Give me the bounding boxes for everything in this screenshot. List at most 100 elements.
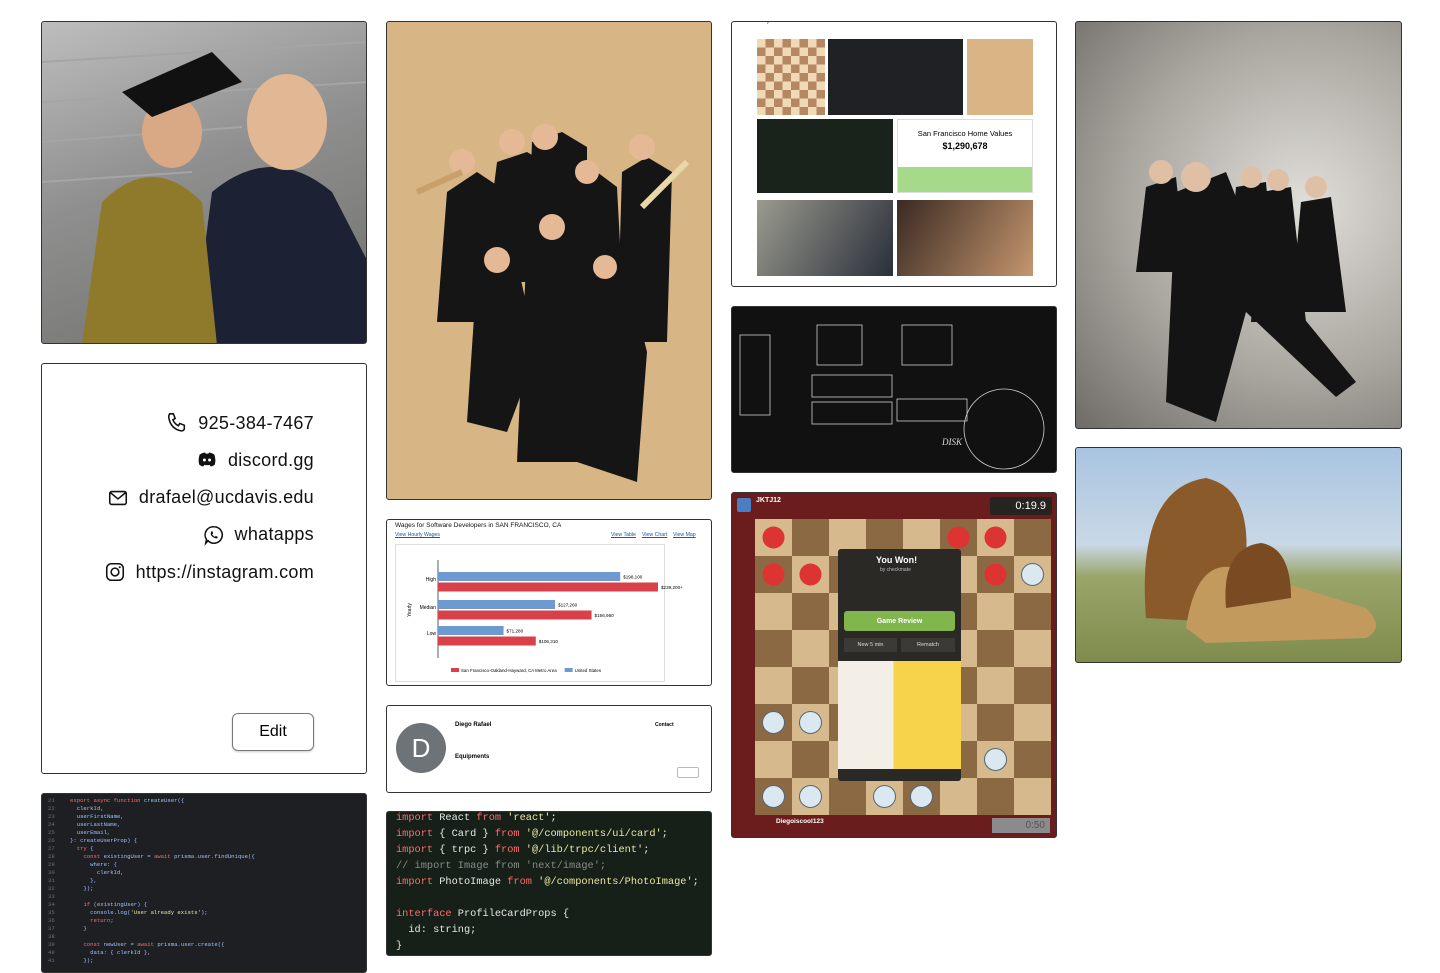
profile-screenshot[interactable]: D Diego Rafael Equipments Contact	[386, 705, 712, 793]
chess-screenshot[interactable]: JKTJ12 0:19.9 You Won! by checkmate Game…	[731, 492, 1057, 838]
contact-row[interactable]: https://instagram.com	[104, 561, 314, 583]
edit-button[interactable]: Edit	[232, 713, 314, 751]
code-text: console.log('User already exists');	[70, 909, 208, 916]
line-number: 22	[48, 805, 55, 812]
line-number: 29	[48, 861, 55, 868]
photo-lions[interactable]	[1075, 447, 1402, 663]
thumb-photo	[897, 200, 1033, 276]
profile-name: Diego Rafael	[455, 722, 492, 728]
result: You Won!	[876, 555, 918, 565]
photo-shapes	[415, 124, 690, 482]
board-square	[792, 593, 829, 630]
projects-screenshot[interactable]: Projects San Francisco Home Values $1,29…	[731, 21, 1057, 287]
code-line: 22 clerkId,	[48, 805, 255, 813]
projects-title: Projects	[758, 21, 780, 24]
contact-text: drafael@ucdavis.edu	[138, 487, 314, 508]
code-text: try {	[76, 845, 94, 852]
contact-icon	[203, 525, 223, 546]
code-line: 31 },	[48, 877, 255, 885]
thumb-code	[828, 39, 963, 115]
code-line: 40 data: { clerkId },	[48, 949, 255, 957]
face	[247, 74, 327, 170]
piece	[762, 563, 785, 586]
rematch-button[interactable]: Rematch	[901, 638, 955, 652]
photo-band[interactable]	[1075, 21, 1402, 429]
line-number: 23	[48, 813, 55, 820]
board-square	[977, 704, 1014, 741]
review-button[interactable]: Game Review	[844, 611, 955, 631]
board-square	[1014, 741, 1051, 778]
code-line: 24 userLastName,	[48, 821, 255, 829]
contact-icon	[198, 452, 216, 467]
dress	[82, 177, 217, 343]
photo-couple[interactable]	[41, 21, 367, 344]
bar	[438, 600, 556, 609]
board-square	[792, 519, 829, 556]
diagram-screenshot[interactable]: DISK	[731, 306, 1057, 473]
bar	[438, 610, 592, 620]
thumb-code	[757, 119, 893, 193]
piece	[873, 785, 896, 808]
code-line: 28 const existingUser = await prisma.use…	[48, 853, 255, 861]
contact-row[interactable]: 925-384-7467	[166, 412, 314, 434]
code-line: import React from 'react';	[396, 812, 557, 824]
code-snippet-right[interactable]: import React from 'react'; import { Card …	[386, 811, 712, 956]
code-line: 25 userEmail,	[48, 829, 255, 837]
bar	[438, 572, 621, 581]
cap	[122, 52, 242, 117]
board-square	[1014, 519, 1051, 556]
wage-chart-screenshot[interactable]: Wages for Software Developers in SAN FRA…	[386, 519, 712, 686]
chart-link[interactable]: View Map	[673, 532, 696, 538]
code-text: }: createUserProp) {	[70, 837, 138, 844]
chart-link[interactable]: View Table	[611, 532, 636, 538]
bar	[438, 582, 658, 592]
contact-icon	[105, 563, 124, 582]
board-square	[792, 741, 829, 778]
new-game-button[interactable]: New 5 min	[844, 638, 897, 652]
piece	[762, 526, 785, 549]
board-square	[1014, 704, 1051, 741]
section-title: Contact	[655, 722, 674, 728]
chart-link[interactable]: View Hourly Wages	[395, 532, 440, 538]
code-text: return;	[90, 917, 114, 924]
code-text: });	[70, 885, 94, 892]
code-block: import React from 'react'; import { Card …	[396, 812, 699, 954]
piece	[762, 711, 785, 734]
code-line: 30 clerkId,	[48, 869, 255, 877]
line-number: 31	[48, 877, 55, 884]
value-label: $127,260	[558, 603, 578, 608]
board-square	[755, 667, 792, 704]
code-text: },	[70, 877, 97, 884]
thumb-home-values: San Francisco Home Values $1,290,678	[897, 119, 1033, 193]
diagram-boxes	[739, 324, 1045, 470]
piece	[799, 785, 822, 808]
code-line: import { trpc } from '@/lib/trpc/client'…	[396, 844, 650, 856]
line-number: 27	[48, 845, 55, 852]
legend-label: San Francisco-Oakland-Hayward, CA Metro …	[461, 668, 557, 673]
chart-link[interactable]: View Chart	[642, 532, 668, 538]
people	[1136, 172, 1356, 422]
photo-group[interactable]	[386, 21, 712, 500]
bat	[415, 169, 464, 195]
contact-icon	[168, 413, 186, 432]
bar	[438, 626, 504, 635]
code-text: where: {	[70, 861, 117, 868]
line-number: 38	[48, 933, 55, 940]
chart-title: Wages for Software Developers in SAN FRA…	[395, 522, 562, 529]
contact-row[interactable]: drafael@ucdavis.edu	[107, 487, 314, 509]
value-label: $198,100	[623, 575, 643, 580]
category-label: High	[426, 577, 437, 583]
contact-row[interactable]: whatapps	[203, 524, 314, 546]
bar	[438, 636, 536, 646]
contact-text: discord.gg	[227, 449, 314, 470]
board-square	[1014, 778, 1051, 815]
top-player: JKTJ12	[756, 497, 781, 504]
faces	[1149, 160, 1327, 198]
board-square	[829, 778, 866, 815]
code-text: userEmail,	[70, 829, 111, 836]
code-snippet-left[interactable]: 21 export async function createUser({22 c…	[41, 793, 367, 973]
contact-row[interactable]: discord.gg	[196, 449, 314, 471]
board-square	[792, 667, 829, 704]
legend-swatch	[564, 668, 573, 672]
